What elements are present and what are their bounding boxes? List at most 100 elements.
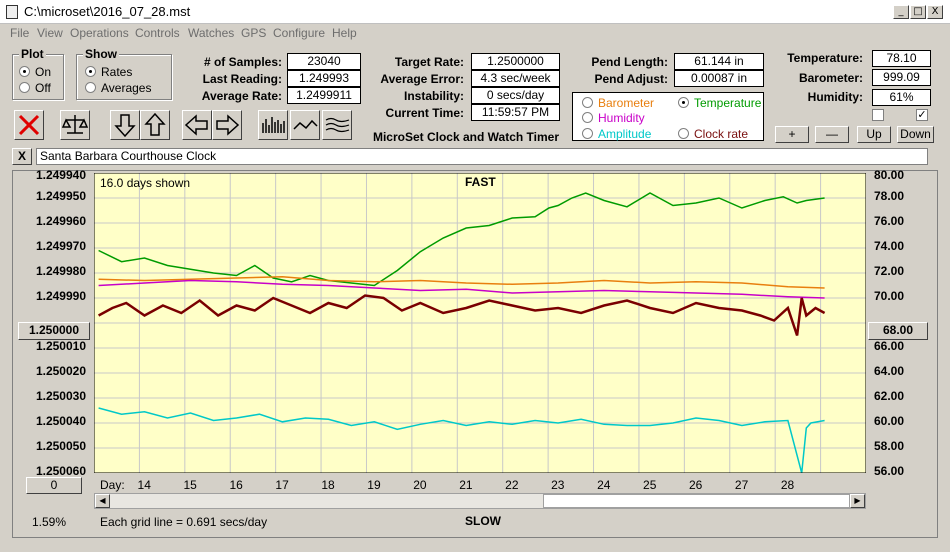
show-averages-label: Averages [101, 81, 152, 95]
clock-rate-radio[interactable]: Clock rate [678, 127, 748, 141]
y-left-tick-label: 1.249970 [35, 239, 86, 253]
minimize-button[interactable]: _ [893, 5, 909, 19]
up-button[interactable]: Up [857, 126, 891, 143]
x-tick-label: 19 [367, 478, 381, 492]
y-left-tick-label: 1.250040 [35, 414, 86, 428]
last-reading-label: Last Reading: [202, 72, 282, 86]
menu-help[interactable]: Help [332, 26, 357, 40]
wave-icon [325, 117, 350, 133]
temperature-label: Temperature: [787, 51, 863, 65]
maximize-button[interactable]: □ [910, 5, 926, 19]
temperature-radio[interactable]: Temperature [678, 96, 761, 110]
arrow-right-icon [216, 114, 240, 136]
y-left-tick-label: 1.250030 [35, 389, 86, 403]
balance-scale-icon [61, 115, 89, 134]
scroll-left-arrow-icon[interactable]: ◀ [95, 494, 110, 508]
radio-icon [582, 97, 593, 108]
show-rates-radio[interactable]: Rates [85, 65, 132, 79]
title-bar: C:\microset\2016_07_28.mst _ □ X [0, 0, 950, 24]
series-line-humidity [98, 279, 825, 299]
instability-value: 0 secs/day [471, 87, 560, 104]
y-right-tick-label: 66.00 [874, 339, 905, 353]
close-button[interactable]: X [927, 5, 943, 19]
percent-label: 1.59% [32, 515, 67, 529]
radio-icon [85, 82, 96, 93]
menu-gps[interactable]: GPS [241, 26, 267, 40]
y-right-tick-label: 78.00 [874, 189, 905, 203]
down-button[interactable]: Down [897, 126, 934, 143]
days-shown-label: 16.0 days shown [100, 176, 191, 190]
pend-adjust-label: Pend Adjust: [594, 72, 668, 86]
radio-selected-icon [678, 97, 689, 108]
minus-button[interactable]: — [815, 126, 849, 143]
radio-icon [582, 112, 593, 123]
plus-button[interactable]: + [775, 126, 809, 143]
samples-label: # of Samples: [203, 55, 282, 69]
clear-button[interactable] [14, 110, 44, 140]
plot-off-radio[interactable]: Off [19, 81, 51, 95]
menu-operations[interactable]: Operations [70, 26, 129, 40]
radio-icon [582, 128, 593, 139]
humidity-radio[interactable]: Humidity [582, 111, 645, 125]
zero-button[interactable]: 0 [26, 477, 82, 494]
y-right-tick-label: 64.00 [874, 364, 905, 378]
rate-center-button[interactable]: 1.250000 [18, 322, 90, 340]
menu-view[interactable]: View [37, 26, 63, 40]
x-tick-label: 16 [229, 478, 243, 492]
chart-panel [12, 170, 938, 538]
menu-file[interactable]: File [10, 26, 30, 40]
menu-watches[interactable]: Watches [188, 26, 235, 40]
menu-bar: File View Operations Controls Watches GP… [0, 24, 950, 42]
menu-configure[interactable]: Configure [273, 26, 326, 40]
left-arrow-button[interactable] [182, 110, 212, 140]
y-right-tick-label: 56.00 [874, 464, 905, 478]
window-title: C:\microset\2016_07_28.mst [24, 4, 191, 19]
clock-name-field[interactable]: Santa Barbara Courthouse Clock [36, 148, 928, 165]
scroll-right-arrow-icon[interactable]: ▶ [850, 494, 865, 508]
scroll-thumb[interactable] [543, 494, 850, 508]
radio-icon [678, 128, 689, 139]
y-left-tick-label: 1.249950 [35, 189, 86, 203]
y-right-tick-label: 60.00 [874, 414, 905, 428]
samples-value: 23040 [287, 53, 361, 70]
clock-close-button[interactable]: X [12, 148, 32, 165]
x-tick-label: 27 [734, 478, 749, 492]
up-arrow-button[interactable] [140, 110, 170, 140]
barometer-option-label: Barometer [598, 96, 655, 110]
show-rates-label: Rates [101, 65, 133, 79]
plot-on-radio[interactable]: On [19, 65, 51, 79]
right-arrow-button[interactable] [212, 110, 242, 140]
wave-graph-button[interactable] [322, 110, 352, 140]
bar-graph-button[interactable] [258, 110, 288, 140]
aux-checkbox-2[interactable]: ✓ [916, 109, 928, 121]
y-right-tick-label: 76.00 [874, 214, 905, 228]
horizontal-scrollbar[interactable]: ◀ ▶ [94, 493, 866, 509]
x-tick-label: 22 [505, 478, 519, 492]
menu-controls[interactable]: Controls [135, 26, 180, 40]
humidity-label: Humidity: [807, 90, 863, 104]
line-graph-button[interactable] [290, 110, 320, 140]
y-right-tick-label: 62.00 [874, 389, 905, 403]
down-arrow-button[interactable] [110, 110, 140, 140]
y-left-tick-label: 1.249980 [35, 264, 86, 278]
y-left-tick-label: 1.250010 [35, 339, 86, 353]
amplitude-radio[interactable]: Amplitude [582, 127, 651, 141]
app-icon [6, 5, 18, 19]
y-right-tick-label: 58.00 [874, 439, 905, 453]
show-group: Show Rates Averages [76, 47, 172, 100]
x-tick-label: 24 [597, 478, 611, 492]
show-averages-radio[interactable]: Averages [85, 81, 151, 95]
target-rate-value: 1.2500000 [471, 53, 560, 70]
aux-checkbox-1[interactable] [872, 109, 884, 121]
x-tick-label: 21 [459, 478, 473, 492]
plot-group: Plot On Off [12, 47, 64, 100]
aux-center-button[interactable]: 68.00 [868, 322, 928, 340]
x-tick-label: 18 [321, 478, 335, 492]
calibrate-button[interactable] [60, 110, 90, 140]
current-time-label: Current Time: [385, 106, 464, 120]
arrow-left-icon [184, 114, 208, 136]
barometer-radio[interactable]: Barometer [582, 96, 654, 110]
x-tick-label: 26 [688, 478, 703, 492]
x-tick-label: 17 [275, 478, 289, 492]
average-error-label: Average Error: [380, 72, 464, 86]
